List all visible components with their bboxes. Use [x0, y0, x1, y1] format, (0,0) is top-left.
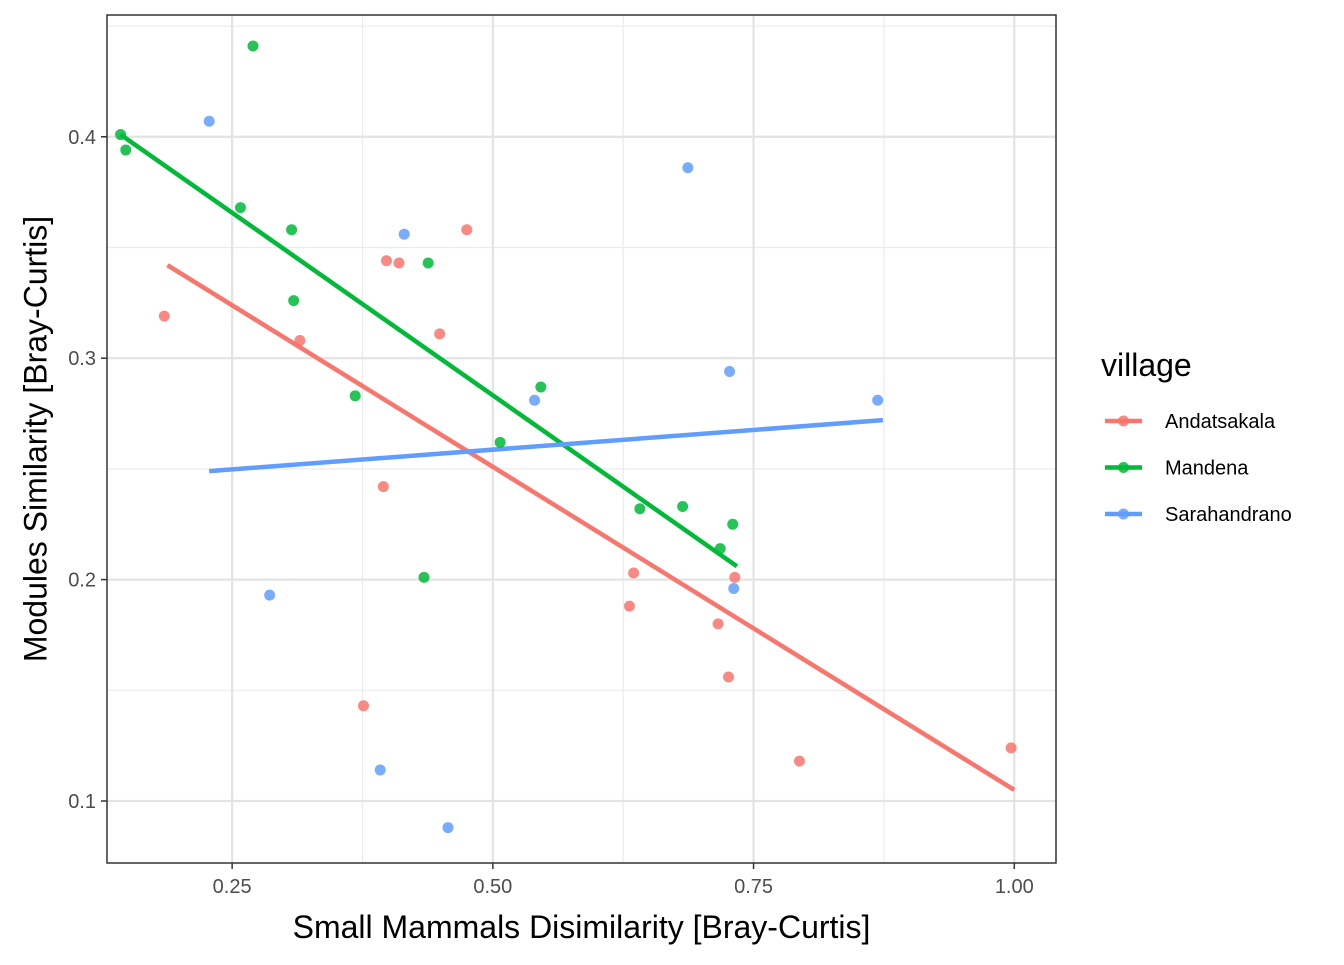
data-point-andatsakala: [623, 600, 635, 612]
y-tick-label: 0.4: [68, 127, 96, 149]
legend-key-point: [1118, 508, 1129, 520]
data-point-sarahandrano: [203, 115, 215, 127]
data-point-andatsakala: [628, 567, 640, 579]
data-point-andatsakala: [377, 481, 389, 493]
data-points: [115, 40, 1017, 834]
axis-ticks: 0.25 0.50 0.75 1.00 0.1 0.2 0.3 0.4: [68, 127, 1034, 898]
y-tick-label: 0.3: [68, 348, 96, 370]
data-point-mandena: [288, 295, 300, 307]
panel-border: [106, 14, 1057, 864]
fit-lines: [119, 132, 1016, 792]
data-point-mandena: [677, 501, 689, 513]
data-point-andatsakala: [434, 328, 446, 340]
data-point-sarahandrano: [264, 589, 276, 601]
data-point-andatsakala: [712, 618, 724, 630]
trend-line-andatsakala: [166, 263, 1016, 792]
data-point-mandena: [727, 518, 739, 530]
data-point-sarahandrano: [529, 394, 541, 406]
y-tick-label: 0.2: [68, 570, 96, 592]
data-point-andatsakala: [793, 755, 805, 767]
data-point-andatsakala: [380, 255, 392, 267]
trend-line-sarahandrano: [209, 417, 884, 474]
data-point-sarahandrano: [682, 162, 694, 174]
x-tick-label: 0.25: [213, 876, 252, 898]
data-point-mandena: [494, 436, 506, 448]
trend-line-mandena: [119, 132, 739, 569]
data-point-mandena: [234, 202, 246, 214]
data-point-mandena: [418, 571, 430, 583]
x-tick-label: 1.00: [995, 876, 1034, 898]
data-point-andatsakala: [393, 257, 405, 269]
data-point-andatsakala: [158, 310, 170, 322]
data-point-andatsakala: [1005, 742, 1017, 754]
data-point-sarahandrano: [442, 822, 454, 834]
data-point-sarahandrano: [728, 582, 740, 594]
data-point-mandena: [634, 503, 646, 515]
legend-label-mandena: Mandena: [1165, 458, 1249, 480]
legend-label-andatsakala: Andatsakala: [1165, 411, 1276, 433]
legend: village Andatsakala Mandena Sarahandrano: [1101, 347, 1292, 526]
data-point-andatsakala: [358, 700, 370, 712]
x-tick-label: 0.75: [734, 876, 773, 898]
data-point-andatsakala: [461, 224, 473, 236]
data-point-mandena: [120, 144, 132, 156]
data-point-mandena: [535, 381, 547, 393]
legend-key-point: [1118, 462, 1129, 473]
data-point-mandena: [422, 257, 434, 269]
data-point-mandena: [349, 390, 361, 402]
data-point-sarahandrano: [872, 394, 884, 406]
data-point-andatsakala: [723, 671, 735, 683]
x-tick-label: 0.50: [473, 876, 512, 898]
legend-label-sarahandrano: Sarahandrano: [1165, 504, 1292, 526]
data-point-mandena: [115, 129, 127, 141]
data-point-sarahandrano: [374, 764, 386, 776]
data-point-sarahandrano: [724, 365, 736, 377]
legend-key-point: [1118, 415, 1129, 427]
data-point-mandena: [286, 224, 298, 236]
legend-title: village: [1101, 347, 1192, 383]
x-axis-title: Small Mammals Disimilarity [Bray-Curtis]: [293, 909, 871, 945]
legend-items: Andatsakala Mandena Sarahandrano: [1105, 411, 1292, 526]
data-point-mandena: [714, 543, 726, 555]
y-axis-title: Modules Similarity [Bray-Curtis]: [17, 216, 53, 662]
data-point-sarahandrano: [398, 228, 410, 240]
data-point-andatsakala: [729, 571, 741, 583]
data-point-andatsakala: [294, 334, 306, 346]
data-point-mandena: [247, 40, 259, 52]
y-tick-label: 0.1: [68, 791, 96, 813]
grid-major: [107, 15, 1056, 863]
